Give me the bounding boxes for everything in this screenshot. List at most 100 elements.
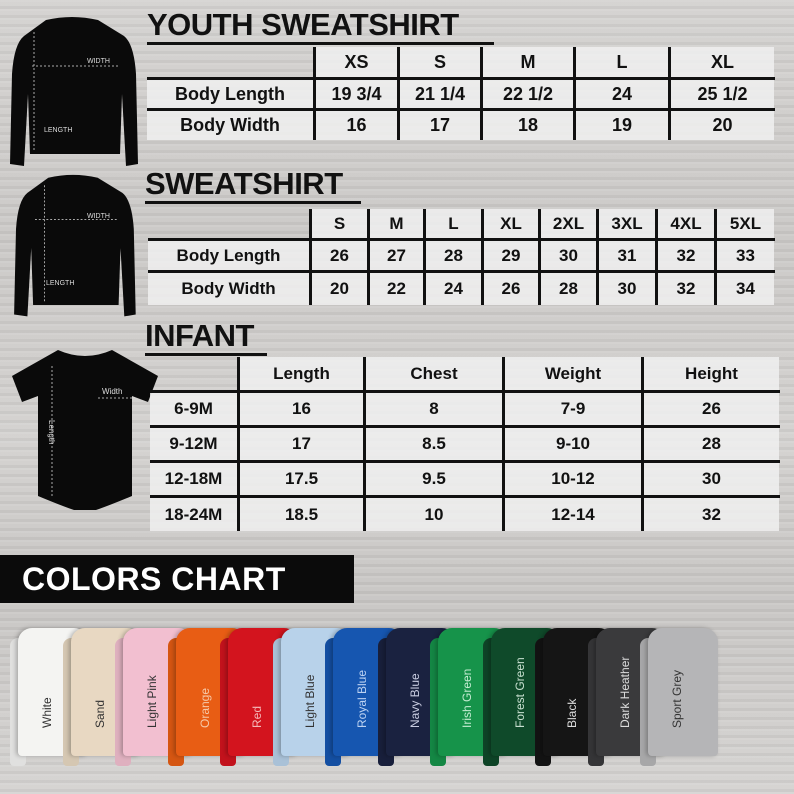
table-cell: 24 — [426, 273, 481, 305]
infant-title: INFANT — [145, 320, 267, 356]
table-cell: 30 — [644, 463, 779, 495]
column-header: 4XL — [658, 209, 714, 238]
table-cell: 9.5 — [366, 463, 502, 495]
row-divider — [150, 495, 780, 498]
color-name: Forest Green — [512, 657, 527, 728]
youth-sweatshirt-diagram — [10, 17, 138, 166]
row-label: 18-24M — [150, 498, 237, 531]
youth-length-label: LENGTH — [44, 127, 73, 134]
table-cell: 9-10 — [505, 428, 641, 460]
column-header: S — [400, 47, 480, 77]
table-cell: 30 — [541, 241, 596, 271]
sweatshirt-title: SWEATSHIRT — [145, 168, 361, 204]
table-cell: 22 — [370, 273, 423, 305]
column-header: 5XL — [717, 209, 774, 238]
table-cell: 27 — [370, 241, 423, 271]
sweatshirt-diagram — [14, 174, 136, 317]
table-cell: 8.5 — [366, 428, 502, 460]
table-cell: 31 — [599, 241, 655, 271]
table-cell: 17.5 — [240, 463, 363, 495]
table-cell: 19 3/4 — [316, 80, 397, 109]
column-header: M — [370, 209, 423, 238]
table-cell: 18 — [483, 111, 573, 140]
table-cell: 28 — [644, 428, 779, 460]
sweatshirt-length-label: LENGTH — [46, 280, 75, 287]
row-divider — [147, 77, 775, 80]
color-name: Sport Grey — [670, 669, 684, 728]
column-header: 2XL — [541, 209, 596, 238]
color-name: Black — [565, 698, 579, 728]
table-cell: 26 — [312, 241, 367, 271]
color-name: White — [40, 697, 54, 728]
row-label: Body Width — [147, 111, 313, 140]
youth-width-label: WIDTH — [87, 58, 110, 65]
row-label: Body Length — [147, 80, 313, 109]
column-divider — [714, 209, 717, 305]
table-cell: 17 — [240, 428, 363, 460]
row-label: Body Width — [148, 273, 309, 305]
youth-title: YOUTH SWEATSHIRT — [147, 9, 494, 45]
table-cell: 20 — [671, 111, 774, 140]
table-cell: 24 — [576, 80, 668, 109]
table-cell: 8 — [366, 393, 502, 425]
column-divider — [502, 357, 505, 531]
column-header: S — [312, 209, 367, 238]
column-divider — [423, 209, 426, 305]
table-cell: 17 — [400, 111, 480, 140]
table-cell: 32 — [658, 241, 714, 271]
column-divider — [596, 209, 599, 305]
column-divider — [480, 47, 483, 140]
column-header: Chest — [366, 357, 502, 390]
table-cell: 26 — [484, 273, 538, 305]
table-cell: 30 — [599, 273, 655, 305]
row-divider — [150, 425, 780, 428]
table-cell: 20 — [312, 273, 367, 305]
row-label: Body Length — [148, 241, 309, 271]
table-cell: 10-12 — [505, 463, 641, 495]
color-swatch-sport-grey: Sport Grey — [640, 628, 724, 768]
column-divider — [397, 47, 400, 140]
row-divider — [147, 108, 775, 111]
column-header: L — [426, 209, 481, 238]
colors-chart-title: COLORS CHART — [0, 555, 354, 603]
infant-length-label: Length — [47, 420, 56, 445]
table-cell: 28 — [426, 241, 481, 271]
table-cell: 7-9 — [505, 393, 641, 425]
column-header: XS — [316, 47, 397, 77]
table-cell: 28 — [541, 273, 596, 305]
color-name: Irish Green — [460, 668, 474, 728]
column-divider — [655, 209, 658, 305]
table-cell: 25 1/2 — [671, 80, 774, 109]
color-name: Royal Blue — [355, 669, 369, 728]
row-divider — [150, 390, 780, 393]
table-cell: 22 1/2 — [483, 80, 573, 109]
column-header: M — [483, 47, 573, 77]
column-header: 3XL — [599, 209, 655, 238]
column-divider — [538, 209, 541, 305]
table-cell: 29 — [484, 241, 538, 271]
column-divider — [641, 357, 644, 531]
row-divider — [148, 238, 775, 241]
color-name: Dark Heather — [617, 656, 632, 728]
column-header: XL — [484, 209, 538, 238]
column-header: Weight — [505, 357, 641, 390]
column-divider — [573, 47, 576, 140]
table-cell: 19 — [576, 111, 668, 140]
row-divider — [150, 460, 780, 463]
table-cell: 18.5 — [240, 498, 363, 531]
color-name: Red — [250, 705, 264, 728]
table-cell: 26 — [644, 393, 779, 425]
row-label: 12-18M — [150, 463, 237, 495]
column-header: Length — [240, 357, 363, 390]
table-cell: 32 — [658, 273, 714, 305]
column-divider — [313, 47, 316, 140]
table-cell: 32 — [644, 498, 779, 531]
column-divider — [237, 357, 240, 531]
table-cell: 34 — [717, 273, 774, 305]
color-name: Orange — [197, 687, 212, 728]
column-header: XL — [671, 47, 774, 77]
row-label: 9-12M — [150, 428, 237, 460]
column-header: Height — [644, 357, 779, 390]
color-name: Sand — [92, 699, 107, 728]
color-name: Light Pink — [145, 675, 159, 728]
